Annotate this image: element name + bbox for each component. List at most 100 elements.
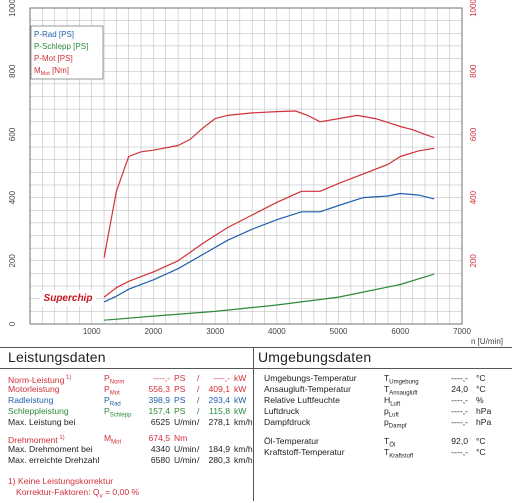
row-unit2: km/h [234,455,253,465]
row-note: 1) [64,375,72,381]
leistungsdaten-title: Leistungsdaten [8,349,106,365]
row-value2: 115,8 [209,406,230,416]
leistung-row: Max. erreichte Drehzahl 6580 U/min/ 280,3 km… [8,455,254,466]
leistung-row: Max. Drehmoment bei 4340 U/min/ 184,9 km/h [8,444,254,455]
row-unit1: U/min [174,444,197,454]
row-unit1: U/min [174,455,197,465]
row-note: 1) [57,435,65,441]
row-value: ----,- [451,447,468,457]
series-line [103,147,435,298]
row-value1: 556,3 [148,384,170,394]
chart-axes [29,7,463,325]
x-tick-label: 6000 [391,327,409,336]
row-sep: / [197,417,200,427]
chart-tick-labels: 0 200 400 600 800 1000 200 400 600 800 1000 1000 200… [8,0,503,346]
x-tick-label: 3000 [206,327,224,336]
row-symbol: pLuft [384,406,399,419]
row-value: 92,0 [451,436,468,446]
x-tick-label: 7000 [453,327,471,336]
row-symbol: TÖl [384,436,396,449]
row-sep: / [197,395,200,405]
row-unit: °C [476,436,486,446]
row-unit2: kW [234,384,247,394]
chart-grid [29,7,463,325]
row-value1: 6580 [150,455,170,465]
row-symbol-sub: Dampf [388,423,407,430]
row-symbol: TUmgebung [384,373,419,386]
row-symbol-sub: Luft [388,412,399,419]
row-sep: / [197,373,200,383]
row-label: Max. Drehmoment bei [8,444,93,454]
umgebungsdaten-title: Umgebungsdaten [258,349,372,365]
row-label: Umgebungs-Temperatur [264,373,357,383]
x-tick-label: 4000 [268,327,286,336]
row-label: Luftdruck [264,406,300,416]
umgebungsdaten-panel: Umgebungsdaten Umgebungs-Temperatur TUmge… [254,347,512,501]
y-right-tick-label: 200 [469,254,478,268]
series-line [104,273,435,321]
row-label: Motorleistung [8,384,60,394]
row-unit2: kW [234,395,247,405]
row-symbol-sub: Mot [111,439,122,446]
umgebung-row: Kraftstoff-Temperatur TKraftstoff ----,- °C [264,447,510,460]
footnote-line2: Korrektur-Faktoren: Qv = 0,00 % [16,487,139,503]
legend-entry: MMot [Nm] [34,66,69,77]
leistungsdaten-panel: Leistungsdaten Norm-Leistung 1) PNorm ----… [0,347,254,501]
row-label: Norm-Leistung 1) [8,374,72,385]
chart-legend: P-Rad [PS] P-Schlepp [PS] P-Mot [PS] MMot [… [30,25,104,80]
x-tick-label: 1000 [83,327,101,336]
row-unit2: kW [234,373,247,383]
row-unit1: U/min [174,417,197,427]
dyno-chart: 0 200 400 600 800 1000 200 400 600 800 1000 1000 200… [8,0,503,346]
footnote-value: = 0,00 % [104,487,140,497]
row-label: Ansaugluft-Temperatur [264,384,351,394]
plot-frame [29,7,463,325]
y-left-tick-label: 0 [8,321,17,326]
row-value1: 157,4 [148,406,170,416]
row-value: ----,- [451,373,468,383]
row-value2: 278,1 [208,417,230,427]
row-value: ----,- [451,406,468,416]
logo-text: Superchip [44,293,93,304]
y-right-tick-label: 1000 [469,0,478,17]
row-sep: / [197,406,200,416]
row-value2: 280,3 [208,455,230,465]
row-unit2: kW [234,406,247,416]
row-unit2: km/h [234,444,253,454]
leistung-row: Drehmoment 1) MMot 674,5 Nm [8,433,254,446]
row-symbol: TAnsaugluft [384,384,418,397]
legend-box [30,25,104,80]
row-value1: 6525 [150,417,170,427]
row-value1: ----,- [153,373,170,383]
x-tick-label: 5000 [330,327,348,336]
y-right-tick-label: 600 [469,127,478,141]
row-symbol: PMot [104,384,120,397]
row-label: Max. erreichte Drehzahl [8,455,100,465]
row-unit: °C [476,447,486,457]
footnote-line1: 1) Keine Leistungskorrektur [8,476,114,486]
umgebung-row: Relative Luftfeuchte HLuft ----,-% [264,395,510,408]
series-line [103,192,435,303]
row-value: ----,- [451,395,468,405]
umgebung-row: Dampfdruck pDampf ----,- hPa [264,417,510,430]
row-unit1: PS [174,384,186,394]
leistung-row: Max. Leistung bei 6525 U/min/ 278,1 km/h [8,417,254,428]
row-value2: 293,4 [208,395,230,405]
row-symbol-sub: Rad [109,401,121,408]
umgebung-row: Umgebungs-Temperatur TUmgebung ----,- °C [264,373,510,386]
legend-entry: P-Mot [PS] [34,54,73,63]
row-unit: hPa [476,406,492,416]
legend-entry: P-Rad [PS] [34,30,74,39]
legend-entry: P-Schlepp [PS] [34,42,88,51]
row-symbol: pDampf [384,417,407,430]
row-value1: 4340 [150,444,170,454]
x-axis-label: n [U/min] [471,337,503,346]
row-unit1: PS [174,373,186,383]
y-left-tick-label: 800 [8,64,17,78]
row-unit1: PS [174,395,186,405]
series-line [103,110,435,258]
row-unit: °C [476,373,486,383]
row-value1: 398,9 [148,395,170,405]
row-symbol-sub: Kraftstoff [389,453,414,460]
row-unit2: km/h [234,417,253,427]
